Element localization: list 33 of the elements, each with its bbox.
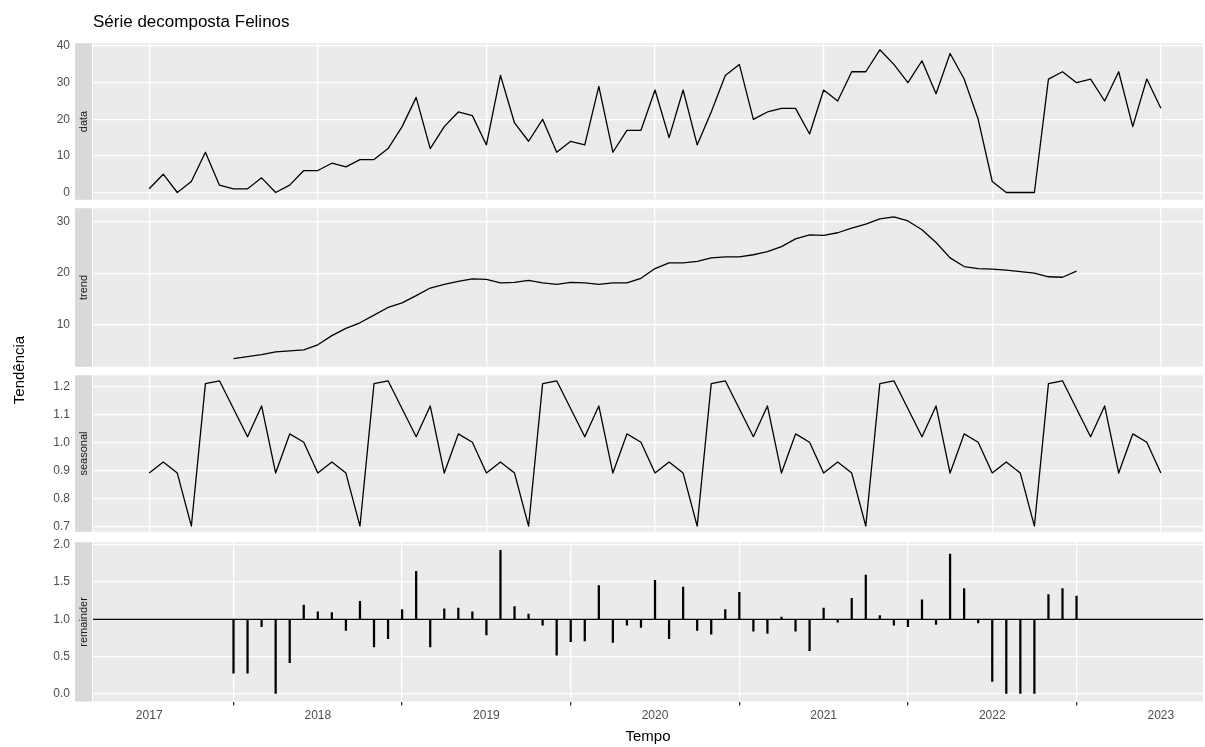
- y-axis-title: trend: [76, 274, 89, 301]
- y-tick-label: 1.0: [53, 434, 71, 449]
- x-tick-label: 2018: [304, 708, 332, 723]
- x-axis-title: Tempo: [625, 727, 671, 745]
- y-tick-label: 0.0: [53, 686, 71, 701]
- y-axis-title: seasonal: [76, 431, 89, 476]
- text: Tendência: [9, 335, 27, 405]
- y-tick-label: 2.0: [53, 536, 71, 551]
- y-tick-label: 30: [56, 75, 71, 90]
- y-tick-label: 1.1: [53, 406, 71, 421]
- y-axis-title: remainder: [76, 596, 89, 647]
- x-tick-label: 2019: [473, 708, 501, 723]
- y-tick-label: 10: [56, 148, 71, 163]
- x-tick-label: 2023: [1147, 708, 1175, 723]
- x-tick-label: 2017: [135, 708, 163, 723]
- y-tick-label: 30: [56, 214, 71, 229]
- y-axis-title: data: [76, 109, 89, 133]
- y-tick-label: 40: [56, 38, 71, 53]
- y-tick-label: 10: [56, 316, 71, 331]
- y-tick-label: 0.8: [53, 490, 71, 505]
- y-tick-label: 20: [56, 265, 71, 280]
- x-tick-label: 2022: [978, 708, 1006, 723]
- y-tick-label: 0: [63, 184, 71, 199]
- y-tick-label: 1.5: [53, 574, 71, 589]
- chart-title: Série decomposta Felinos: [93, 12, 290, 32]
- y-tick-label: 20: [56, 111, 71, 126]
- y-tick-label: 0.9: [53, 462, 71, 477]
- y-tick-label: 0.7: [53, 518, 71, 533]
- x-tick-label: 2020: [641, 708, 669, 723]
- y-tick-label: 1.0: [53, 611, 71, 626]
- y-tick-label: 0.5: [53, 649, 71, 664]
- y-tick-label: 1.2: [53, 378, 71, 393]
- x-tick-label: 2021: [810, 708, 838, 723]
